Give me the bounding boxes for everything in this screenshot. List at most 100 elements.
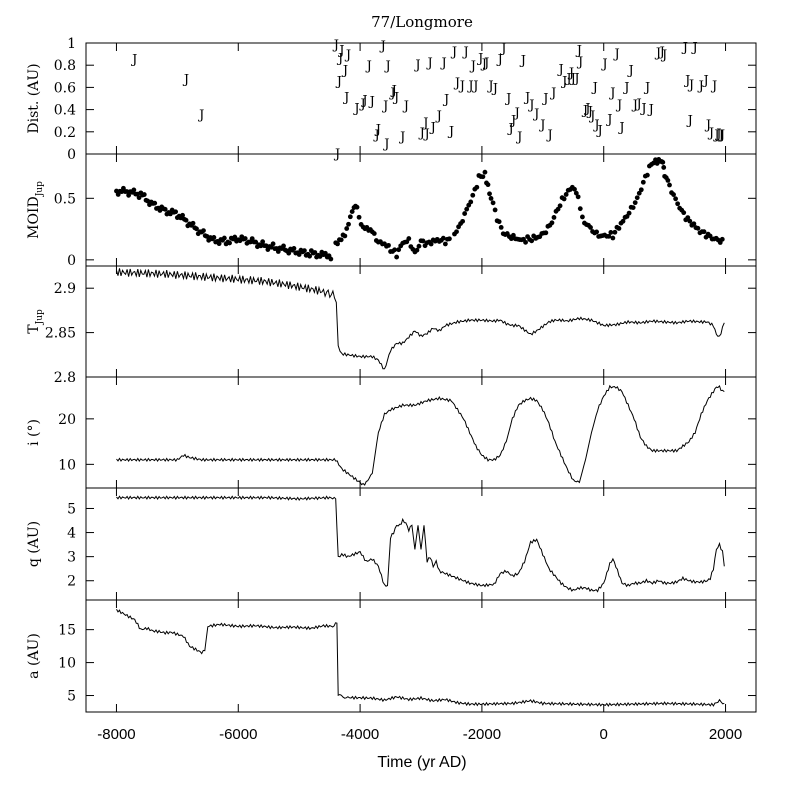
data-point	[616, 226, 622, 231]
data-marker: J	[450, 45, 457, 60]
data-marker: J	[429, 120, 436, 135]
data-point	[580, 214, 585, 220]
data-point	[660, 159, 666, 165]
y-tick-label: 10	[58, 457, 76, 473]
data-marker: J	[509, 114, 516, 129]
data-marker: J	[617, 120, 624, 135]
data-marker: J	[712, 128, 719, 143]
data-point	[242, 236, 248, 241]
data-point	[322, 250, 328, 256]
data-point	[630, 205, 636, 210]
data-marker: J	[337, 44, 344, 59]
data-marker: J	[382, 137, 389, 152]
y-tick-label: 0.5	[54, 191, 76, 207]
data-marker: J	[499, 41, 506, 56]
data-marker: J	[365, 59, 372, 74]
data-point	[221, 235, 227, 241]
panel-frame	[85, 599, 757, 713]
data-point	[474, 184, 480, 190]
data-marker: J	[639, 101, 646, 116]
data-marker: J	[392, 90, 399, 105]
data-point	[661, 165, 667, 170]
y-tick-label: 0.4	[54, 103, 76, 119]
data-marker: J	[515, 130, 522, 145]
y-axis-label-tjup: TJup	[26, 309, 45, 334]
data-marker: J	[381, 99, 388, 114]
data-marker: J	[546, 128, 553, 143]
data-point	[291, 245, 297, 251]
data-point	[468, 199, 474, 205]
data-marker: J	[613, 47, 620, 62]
data-marker: J	[418, 126, 425, 141]
data-marker: J	[390, 84, 397, 99]
data-marker: J	[687, 78, 694, 93]
data-marker: J	[569, 71, 576, 86]
x-axis-label: Time (yr AD)	[377, 754, 466, 771]
data-marker: J	[440, 56, 447, 71]
data-point	[216, 241, 222, 247]
panel-incl: 10 20 i (°)	[26, 376, 757, 489]
data-point	[349, 209, 355, 214]
data-point	[675, 201, 681, 207]
data-point	[640, 179, 646, 185]
data-marker: J	[466, 79, 473, 94]
data-point	[162, 206, 168, 212]
data-marker: J	[352, 101, 359, 116]
data-point	[460, 218, 466, 224]
panel-frame	[85, 265, 757, 378]
x-tick-label: -2000	[463, 726, 501, 743]
y-tick-label: 20	[58, 412, 76, 428]
data-marker: J	[622, 80, 629, 95]
data-point	[183, 217, 189, 223]
data-marker: J	[513, 106, 520, 121]
data-point	[691, 221, 697, 227]
data-marker: J	[714, 127, 721, 142]
panel-a: 5 10 15 a (AU) -8000 -6000 -4000 -2000 0 2000	[26, 599, 757, 743]
data-point	[529, 238, 535, 244]
data-point	[194, 226, 199, 232]
y-axis-label-a: a (AU)	[26, 633, 42, 679]
data-marker: J	[647, 102, 654, 117]
data-marker: J	[379, 39, 386, 54]
data-marker: J	[335, 75, 342, 90]
data-point	[307, 253, 313, 259]
data-point	[665, 178, 671, 183]
data-marker: J	[660, 48, 667, 63]
data-point	[173, 209, 179, 215]
data-marker: J	[615, 98, 622, 113]
data-point	[626, 210, 632, 216]
data-point	[671, 192, 676, 197]
x-tick-label: -8000	[97, 726, 135, 743]
data-marker: J	[453, 76, 460, 91]
data-marker: J	[564, 71, 571, 86]
data-point	[492, 207, 498, 213]
panel-moid: 0 0.5 MOIDJup	[26, 153, 757, 269]
data-marker: J	[383, 59, 390, 74]
data-marker: J	[519, 54, 526, 69]
data-marker: J	[461, 45, 468, 60]
y-tick-label: 3	[67, 550, 76, 566]
data-point	[681, 210, 687, 216]
data-marker: J	[486, 79, 493, 94]
x-tick-label: 0	[600, 726, 608, 743]
y-axis-label-q: q (AU)	[26, 521, 42, 567]
data-point	[632, 200, 638, 206]
data-marker: J	[422, 127, 429, 142]
data-marker: J	[442, 93, 449, 108]
data-marker: J	[398, 130, 405, 145]
data-marker: J	[182, 73, 189, 88]
data-point	[354, 204, 360, 210]
data-point	[270, 241, 276, 247]
data-point	[232, 234, 238, 240]
x-tick-label: 2000	[709, 726, 742, 743]
data-point	[141, 192, 147, 197]
data-marker: J	[654, 46, 661, 61]
data-marker: J	[592, 118, 599, 133]
data-point	[464, 206, 470, 212]
data-point	[588, 225, 593, 230]
data-marker: J	[523, 90, 530, 105]
y-axis-label-moid: MOIDJup	[26, 181, 45, 239]
series-line-a	[116, 608, 725, 707]
y-axis-label-subscript: Jup	[35, 309, 45, 325]
